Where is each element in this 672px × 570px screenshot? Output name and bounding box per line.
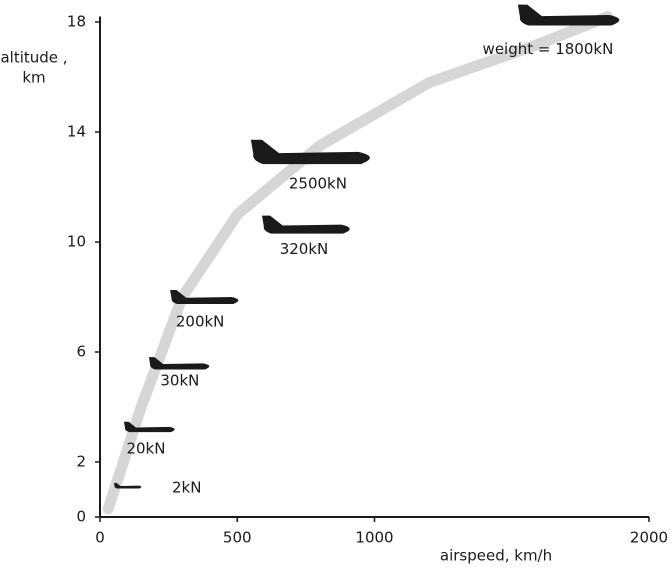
weight-label: 2500kN [289, 174, 347, 192]
y-tick-label: 10 [67, 233, 86, 251]
chart: airspeed, km/h altitude , km 0 2 6 10 14 18 0 5… [0, 0, 672, 570]
weight-label: 320kN [280, 240, 329, 258]
x-axis-label: airspeed, km/h [440, 547, 552, 565]
y-tick-label: 2 [76, 453, 86, 471]
weight-label: 200kN [176, 312, 225, 330]
x-tick-label: 500 [223, 529, 252, 547]
trend-curve [108, 17, 608, 509]
x-tick-label: 0 [95, 529, 105, 547]
y-axis-label: altitude , [0, 49, 67, 67]
y-tick-label: 14 [67, 123, 86, 141]
y-axis-label: km [22, 69, 45, 87]
aircraft-body [262, 216, 350, 234]
weight-label: 30kN [160, 371, 199, 389]
x-tick-label: 2000 [630, 529, 668, 547]
weight-label: weight = 1800kN [483, 40, 614, 58]
x-tick-label: 1000 [355, 529, 393, 547]
weight-label: 20kN [126, 440, 165, 458]
y-tick-label: 0 [76, 508, 86, 526]
y-tick-label: 18 [67, 13, 86, 31]
y-tick-label: 6 [76, 343, 86, 361]
weight-label: 2kN [172, 478, 201, 496]
aircraft [262, 216, 350, 234]
